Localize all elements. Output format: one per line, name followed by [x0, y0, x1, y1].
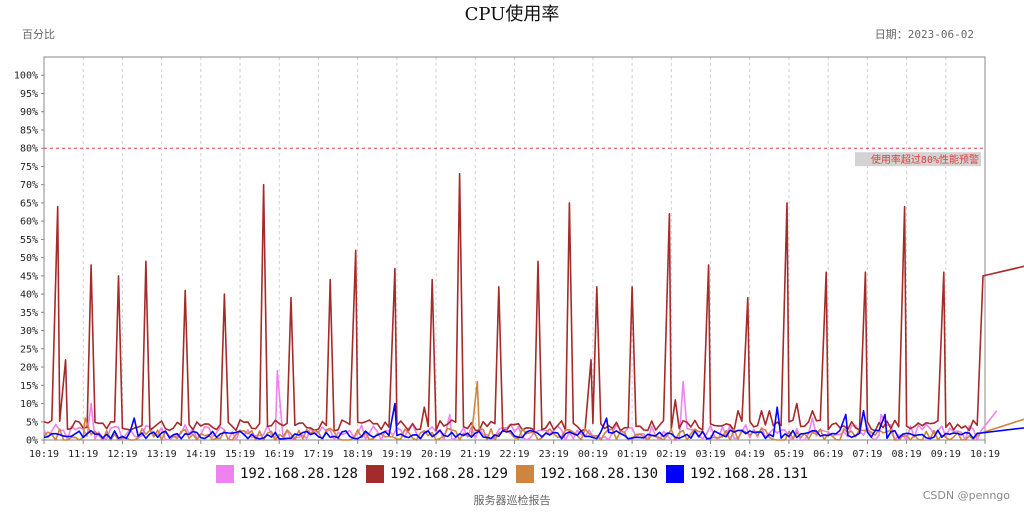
y-tick-label: 60% — [20, 217, 38, 228]
y-tick-label: 15% — [20, 381, 38, 392]
x-tick-label: 22:19 — [499, 449, 529, 460]
x-tick-label: 19:19 — [382, 449, 412, 460]
y-tick-label: 65% — [20, 198, 38, 209]
legend-item: 192.168.28.130 — [516, 465, 658, 483]
x-tick-label: 14:19 — [186, 449, 216, 460]
x-tick-label: 07:19 — [852, 449, 882, 460]
x-tick-label: 01:19 — [617, 449, 647, 460]
legend-label: 192.168.28.131 — [690, 466, 809, 482]
x-tick-label: 04:19 — [735, 449, 765, 460]
y-tick-label: 100% — [14, 71, 38, 82]
threshold-label: 使用率超过80%性能预警 — [871, 153, 979, 166]
x-tick-label: 12:19 — [107, 449, 137, 460]
legend-swatch — [516, 465, 534, 483]
legend-item: 192.168.28.129 — [365, 465, 508, 483]
legend-label: 192.168.28.130 — [540, 466, 659, 482]
series-line-192-168-28-129 — [43, 172, 1024, 432]
watermark: CSDN @penngo — [922, 489, 1010, 502]
y-tick-label: 40% — [20, 290, 38, 301]
y-tick-label: 50% — [20, 253, 38, 264]
y-tick-label: 75% — [20, 162, 38, 173]
y-tick-label: 55% — [20, 235, 38, 246]
y-tick-label: 70% — [20, 180, 38, 191]
x-tick-label: 21:19 — [460, 449, 490, 460]
legend-label: 192.168.28.128 — [239, 466, 358, 482]
x-tick-label: 08:19 — [892, 449, 922, 460]
x-tick-label: 11:19 — [68, 449, 98, 460]
y-tick-label: 10% — [20, 399, 38, 410]
y-tick-label: 5% — [26, 417, 38, 428]
y-tick-label: 35% — [20, 308, 38, 319]
date-label: 日期：2023-06-02 — [874, 28, 974, 41]
series-line-192-168-28-131 — [43, 402, 1024, 440]
x-tick-label: 13:19 — [147, 449, 177, 460]
y-tick-label: 0% — [26, 436, 38, 447]
y-tick-label: 45% — [20, 271, 38, 282]
legend-swatch — [666, 465, 685, 483]
x-tick-label: 00:19 — [578, 449, 608, 460]
y-tick-label: 85% — [20, 125, 38, 136]
legend-label: 192.168.28.129 — [389, 466, 508, 482]
x-tick-label: 03:19 — [695, 449, 725, 460]
legend: 192.168.28.128 192.168.28.129 192.168.28.1… — [0, 465, 1024, 483]
x-tick-label: 18:19 — [343, 449, 373, 460]
legend-swatch — [215, 465, 234, 483]
footer-caption: 服务器巡检报告 — [473, 494, 551, 507]
legend-item: 192.168.28.128 — [215, 465, 358, 483]
series-line-192-168-28-130 — [43, 380, 1024, 441]
y-axis-unit-label: 百分比 — [22, 28, 55, 41]
chart-title: CPU使用率 — [464, 4, 560, 25]
x-tick-label: 06:19 — [813, 449, 843, 460]
x-tick-label: 09:19 — [931, 449, 961, 460]
legend-swatch — [365, 465, 384, 483]
y-tick-label: 90% — [20, 107, 38, 118]
x-tick-label: 02:19 — [656, 449, 686, 460]
legend-item: 192.168.28.131 — [666, 465, 808, 483]
x-tick-label: 10:19 — [970, 449, 1000, 460]
x-tick-label: 23:19 — [539, 449, 569, 460]
x-tick-label: 10:19 — [29, 449, 59, 460]
x-tick-label: 05:19 — [774, 449, 804, 460]
x-tick-label: 17:19 — [303, 449, 333, 460]
x-tick-label: 15:19 — [225, 449, 255, 460]
threshold-label-background — [855, 152, 981, 167]
y-tick-label: 80% — [20, 144, 38, 155]
x-tick-label: 20:19 — [421, 449, 451, 460]
y-tick-label: 20% — [20, 363, 38, 374]
y-tick-label: 25% — [20, 344, 38, 355]
y-tick-label: 95% — [20, 89, 38, 100]
x-tick-label: 16:19 — [264, 449, 294, 460]
series-line-192-168-28-128 — [43, 369, 998, 441]
y-tick-label: 30% — [20, 326, 38, 337]
